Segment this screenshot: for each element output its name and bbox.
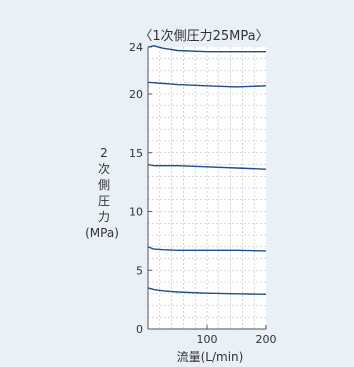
y-tick-label: 5 (136, 264, 143, 277)
y-tick-label: 0 (136, 323, 143, 336)
y-axis-label-char: 側 (97, 178, 110, 192)
y-tick-label: 24 (129, 41, 143, 54)
y-tick-label: 20 (129, 88, 143, 101)
grid (148, 47, 266, 329)
x-axis-label: 流量(L/min) (177, 350, 244, 364)
y-axis-label-char: 力 (97, 210, 110, 224)
y-tick-label: 15 (129, 147, 143, 160)
series-line (147, 163, 267, 170)
y-axis-label-char: 次 (97, 162, 110, 176)
series-group (147, 45, 267, 295)
series-line (147, 81, 267, 88)
axes: 0 5 10 15 20 24 100 200 (129, 41, 277, 346)
x-tick-label: 100 (197, 333, 218, 346)
y-axis-label: 2 次 側 圧 力 (MPa) (85, 145, 122, 241)
series-line (147, 287, 267, 295)
series-line (147, 246, 267, 252)
chart-title: 〈1次側圧力25MPa〉 (139, 28, 268, 44)
x-tick-label: 200 (256, 333, 277, 346)
y-tick-label: 10 (129, 206, 143, 219)
y-axis-unit: (MPa) (85, 226, 119, 240)
y-axis-label-char: 圧 (97, 194, 110, 208)
y-axis-label-char: 2 (100, 146, 108, 160)
series-line (147, 45, 266, 53)
